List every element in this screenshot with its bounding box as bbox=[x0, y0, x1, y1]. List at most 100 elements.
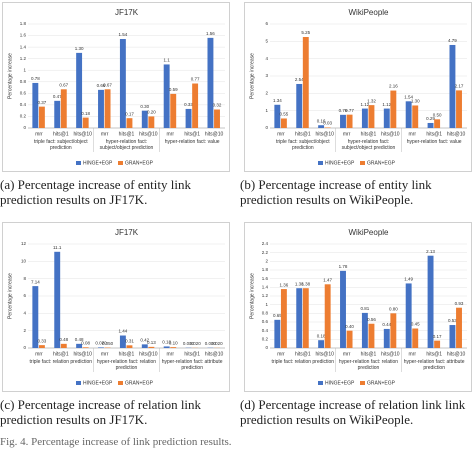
panel-d: WikiPeople Percentage increase 0 0.2 0.4 0.6 0… bbox=[244, 222, 472, 392]
value-label: 5.25 bbox=[301, 30, 310, 35]
bar bbox=[38, 345, 45, 348]
group-label: triple fact: relation prediction bbox=[29, 359, 93, 365]
y-tick-label: 0.4 bbox=[262, 328, 269, 333]
y-tick-label: 1.8 bbox=[20, 21, 27, 26]
bar bbox=[163, 64, 170, 128]
y-tick-label: 1 bbox=[23, 67, 26, 72]
x-tick-label: mrr bbox=[101, 351, 109, 357]
y-tick-label: 10 bbox=[21, 259, 27, 264]
bar bbox=[141, 110, 148, 128]
legend-label: GRAN+EGP bbox=[367, 380, 396, 386]
value-label: 0.42 bbox=[140, 338, 149, 343]
y-tick-label: 1.4 bbox=[262, 285, 269, 290]
panel-c: JF17K Percentage increase 0 2 4 6 8 10 12 mrr 7.14… bbox=[2, 222, 230, 392]
bar bbox=[119, 39, 126, 129]
value-label: 0.93 bbox=[455, 301, 464, 306]
value-label: 0.31 bbox=[125, 339, 134, 344]
bar bbox=[434, 119, 441, 128]
y-axis-label: Percentage increase bbox=[7, 53, 13, 99]
value-label: 0.55 bbox=[280, 112, 289, 117]
y-tick-label: 6 bbox=[23, 293, 26, 298]
x-tick-label: hits@1 bbox=[119, 131, 135, 137]
y-tick-label: 2 bbox=[265, 91, 268, 96]
x-tick-label: mrr bbox=[167, 351, 175, 357]
bar bbox=[38, 106, 45, 128]
panel-a: JF17K Percentage increase 0 0.2 0.4 0.6 0.8 1 1.… bbox=[2, 2, 230, 172]
value-label: 1.56 bbox=[206, 31, 215, 36]
x-tick-label: mrr bbox=[343, 351, 351, 357]
bar bbox=[383, 328, 390, 348]
x-tick-label: hits@10 bbox=[447, 351, 466, 357]
bar bbox=[32, 286, 39, 348]
bar bbox=[60, 89, 67, 128]
bar bbox=[405, 283, 412, 348]
x-tick-label: mrr bbox=[167, 131, 175, 137]
value-label: 0.020 bbox=[211, 341, 223, 346]
legend-label: GRAN+EGP bbox=[367, 160, 396, 166]
bar bbox=[427, 255, 434, 348]
bar bbox=[119, 335, 126, 348]
value-label: 0.17 bbox=[125, 111, 134, 116]
value-label: 0.37 bbox=[38, 100, 47, 105]
bar bbox=[302, 37, 309, 128]
x-tick-label: mrr bbox=[35, 351, 43, 357]
bar bbox=[449, 44, 456, 129]
bar bbox=[324, 284, 331, 348]
x-tick-label: hits@10 bbox=[205, 131, 224, 137]
x-tick-label: hits@10 bbox=[205, 351, 224, 357]
value-label: 1.54 bbox=[119, 32, 128, 37]
bar bbox=[280, 118, 287, 128]
value-label: 1.32 bbox=[367, 98, 376, 103]
y-tick-label: 8 bbox=[23, 276, 26, 281]
bar bbox=[274, 104, 281, 128]
bar bbox=[368, 105, 375, 128]
y-tick-label: 5 bbox=[265, 39, 268, 44]
bar bbox=[368, 323, 375, 348]
value-label: 0.20 bbox=[147, 110, 156, 115]
chart: WikiPeople Percentage increase 0 1 2 3 4 5 6 mrr 1… bbox=[244, 2, 472, 172]
legend-swatch bbox=[360, 161, 365, 165]
value-label: 0.070 bbox=[95, 341, 107, 346]
y-axis-label: Percentage increase bbox=[249, 273, 255, 319]
legend-swatch bbox=[360, 381, 365, 385]
bar bbox=[340, 270, 346, 348]
x-tick-label: hits@1 bbox=[295, 131, 311, 137]
chart: JF17K Percentage increase 0 0.2 0.4 0.6 0.8 1 1.… bbox=[2, 2, 230, 172]
value-label: 0.81 bbox=[361, 306, 370, 311]
value-label: 7.14 bbox=[31, 279, 40, 284]
value-label: 0.80 bbox=[389, 307, 398, 312]
y-tick-label: 1 bbox=[265, 302, 268, 307]
value-label: 2.54 bbox=[295, 77, 304, 82]
value-label: 0.67 bbox=[103, 82, 112, 87]
y-tick-label: 2 bbox=[23, 328, 26, 333]
panel-b: WikiPeople Percentage increase 0 1 2 3 4 5 6 mrr 1… bbox=[244, 2, 472, 172]
bar bbox=[456, 90, 462, 128]
x-tick-label: mrr bbox=[409, 131, 417, 137]
value-label: 0.66 bbox=[97, 83, 106, 88]
bar bbox=[185, 108, 192, 128]
value-label: 1.34 bbox=[273, 98, 282, 103]
x-tick-label: mrr bbox=[101, 131, 109, 137]
y-tick-label: 0 bbox=[265, 125, 268, 130]
y-tick-label: 3 bbox=[265, 73, 268, 78]
y-axis-label: Percentage increase bbox=[249, 53, 255, 99]
x-tick-label: mrr bbox=[343, 131, 351, 137]
value-label: 1.44 bbox=[119, 329, 128, 334]
y-tick-label: 1.6 bbox=[262, 276, 269, 281]
value-label: 0.53 bbox=[448, 318, 457, 323]
bar bbox=[214, 109, 220, 128]
x-tick-label: mrr bbox=[35, 131, 43, 137]
x-tick-label: hits@1 bbox=[184, 131, 200, 137]
chart-title: JF17K bbox=[115, 8, 139, 17]
value-label: 0.030 bbox=[205, 341, 217, 346]
value-label: 0.16 bbox=[317, 118, 326, 123]
group-label: hyper-relation fact: subject/object pred… bbox=[99, 139, 154, 151]
group-label: triple fact: subject/object prediction bbox=[34, 139, 88, 151]
x-tick-label: hits@10 bbox=[139, 351, 158, 357]
legend-swatch bbox=[76, 161, 81, 165]
bar bbox=[412, 105, 419, 128]
y-tick-label: 0.8 bbox=[262, 311, 269, 316]
panel-border bbox=[2, 2, 230, 172]
value-label: 0.30 bbox=[140, 104, 149, 109]
y-tick-label: 0 bbox=[265, 345, 268, 350]
